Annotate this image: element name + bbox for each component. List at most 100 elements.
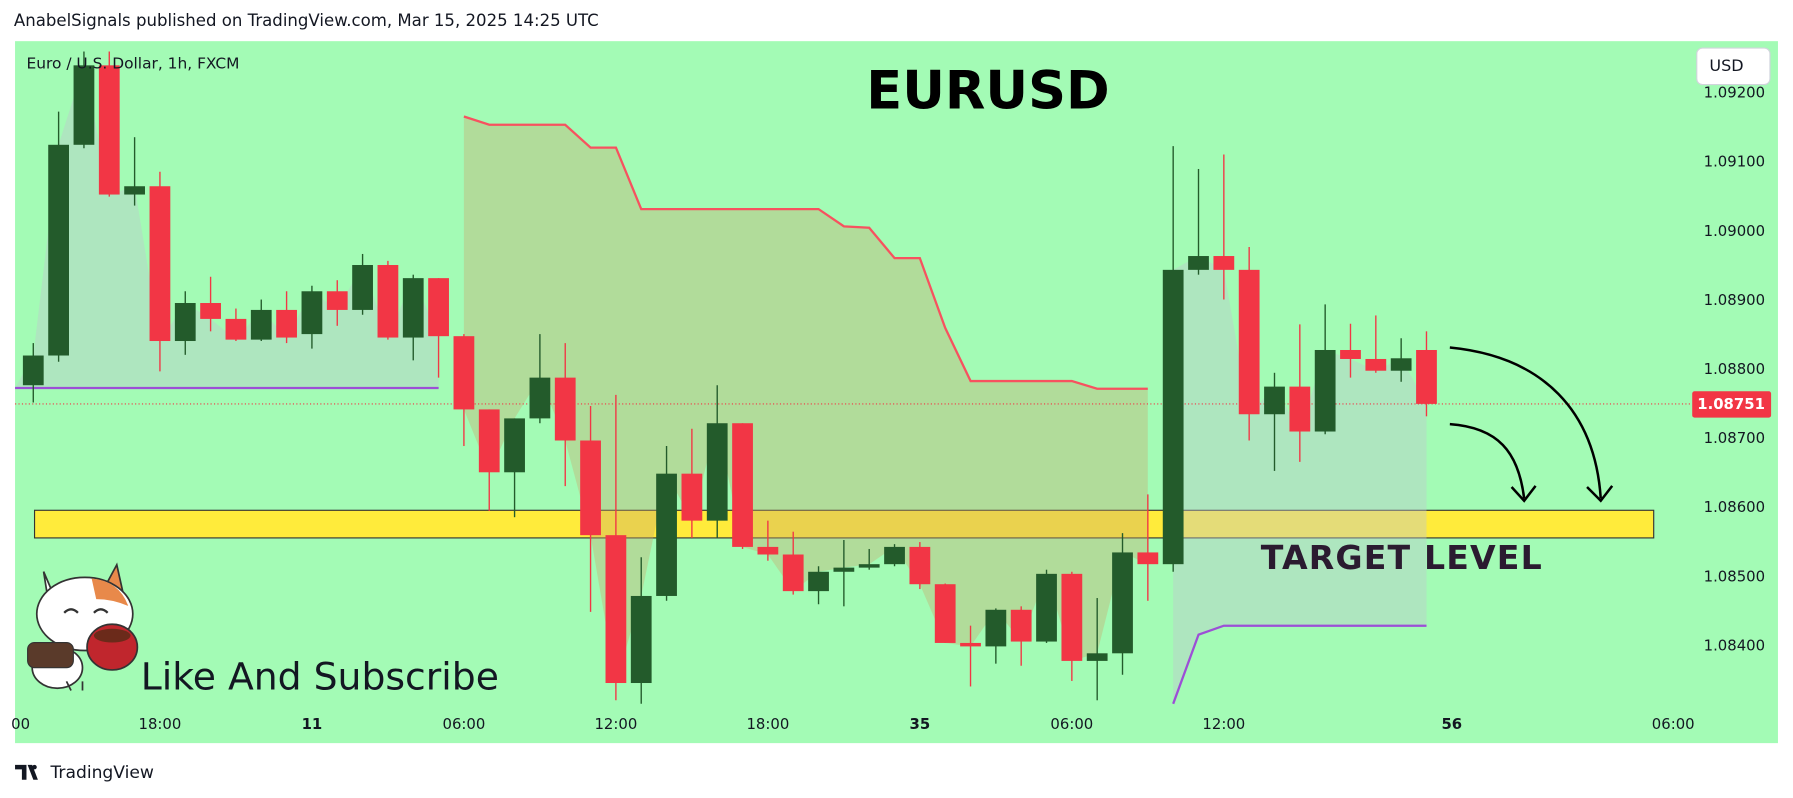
candle-body <box>98 65 120 195</box>
candle-body <box>1238 269 1260 415</box>
candle-body <box>656 473 677 596</box>
candle-body <box>326 291 348 310</box>
x-tick-label: 56 <box>1441 715 1462 733</box>
candle-body <box>1213 256 1235 270</box>
candle-body <box>757 546 779 555</box>
last-price-label: 1.08751 <box>1697 395 1765 413</box>
candle-body <box>22 355 44 386</box>
candle-body <box>732 423 753 547</box>
candle-body <box>554 377 576 441</box>
y-tick-label: 1.09000 <box>1704 222 1765 240</box>
candle-body <box>1162 269 1184 565</box>
candle-body <box>1112 552 1133 654</box>
x-tick-label: 06:00 <box>442 715 485 733</box>
eyes <box>63 608 109 614</box>
y-tick-label: 1.08500 <box>1704 567 1765 585</box>
y-tick-label: 1.08900 <box>1704 291 1765 309</box>
x-tick-label: 12:00 <box>1202 715 1245 733</box>
candle-body <box>934 584 956 643</box>
footer: TradingView <box>49 763 153 783</box>
candle-body <box>1010 609 1032 642</box>
candle-body <box>630 595 652 684</box>
arrow-head <box>1586 485 1614 503</box>
candle-body <box>200 303 221 319</box>
candle-body <box>1340 349 1361 359</box>
currency-label[interactable]: USD <box>1709 56 1743 75</box>
plot-background <box>15 41 1778 744</box>
candle-body <box>124 186 145 195</box>
x-tick-label: 00 <box>11 715 30 733</box>
coffee <box>93 628 131 643</box>
logo-dot <box>32 764 37 770</box>
candle-body <box>960 642 981 647</box>
candle-body <box>73 65 95 145</box>
candle-body <box>1289 386 1311 432</box>
mid-layer <box>15 51 1690 705</box>
feet <box>65 681 84 691</box>
last-price-box <box>1692 391 1772 418</box>
currency-box[interactable] <box>1696 47 1771 86</box>
candle-body <box>884 546 905 565</box>
candle-body <box>1086 653 1108 661</box>
candle-body <box>782 554 804 592</box>
logo <box>15 764 38 780</box>
y-tick-label: 1.09100 <box>1704 153 1765 171</box>
front-layer: 00 18:00 11 06:00 12:00 18:00 35 06:00 12:00 56 06… <box>11 84 1772 733</box>
target-label: TARGET LEVEL <box>1261 538 1543 577</box>
x-tick-label: 35 <box>910 715 931 733</box>
candle-body <box>301 291 323 335</box>
target-zone <box>33 509 1655 539</box>
candle-body <box>858 564 880 568</box>
back-layer <box>33 509 1655 539</box>
arrows <box>1449 346 1614 503</box>
candle-body <box>909 546 931 585</box>
x-tick-label: 11 <box>302 715 323 733</box>
arrow <box>1449 422 1526 499</box>
x-tick-label: 06:00 <box>1050 715 1093 733</box>
candle-body <box>1314 349 1336 432</box>
candle-body <box>352 265 373 310</box>
x-tick-label: 18:00 <box>139 715 182 733</box>
candle-body <box>529 377 551 419</box>
candle-body <box>250 309 272 340</box>
support-area <box>1173 255 1427 704</box>
candle-body <box>985 609 1007 647</box>
candle-body <box>580 440 601 536</box>
candle-body <box>402 278 424 338</box>
arrow <box>1449 346 1603 499</box>
resistance-area <box>463 116 1148 683</box>
candle-body <box>1137 552 1159 565</box>
x-tick-label: 06:00 <box>1652 715 1695 733</box>
candle-body <box>478 409 500 473</box>
candle-body <box>808 571 829 592</box>
cup <box>27 641 74 669</box>
candle-body <box>504 418 525 473</box>
candle-body <box>1365 358 1387 371</box>
candle-body <box>1264 386 1285 415</box>
candle-body <box>1036 573 1057 642</box>
candle-body <box>48 144 69 356</box>
symbol-label: Euro / U.S. Dollar, 1h, FXCM <box>26 55 239 73</box>
y-tick-label: 1.08400 <box>1704 636 1765 654</box>
candle-body <box>706 423 728 521</box>
candle-body <box>1061 573 1083 661</box>
candle-body <box>276 309 297 338</box>
y-tick-label: 1.08700 <box>1704 429 1765 447</box>
footer-logo <box>15 764 38 780</box>
annotation: Like And Subscribe <box>141 655 499 699</box>
mascot <box>27 562 139 691</box>
patch <box>91 578 129 606</box>
chart-title: EURUSD <box>866 60 1109 121</box>
arrow-head <box>1510 485 1537 503</box>
candle-body <box>428 278 449 337</box>
y-tick-label: 1.08800 <box>1704 360 1765 378</box>
candle-body <box>174 303 196 342</box>
candle-body <box>605 535 627 684</box>
x-tick-label: 12:00 <box>594 715 637 733</box>
candle-body <box>1188 256 1209 270</box>
header: AnabelSignals published on TradingView.c… <box>14 11 599 30</box>
candle-body <box>833 567 855 572</box>
x-tick-label: 18:00 <box>746 715 789 733</box>
